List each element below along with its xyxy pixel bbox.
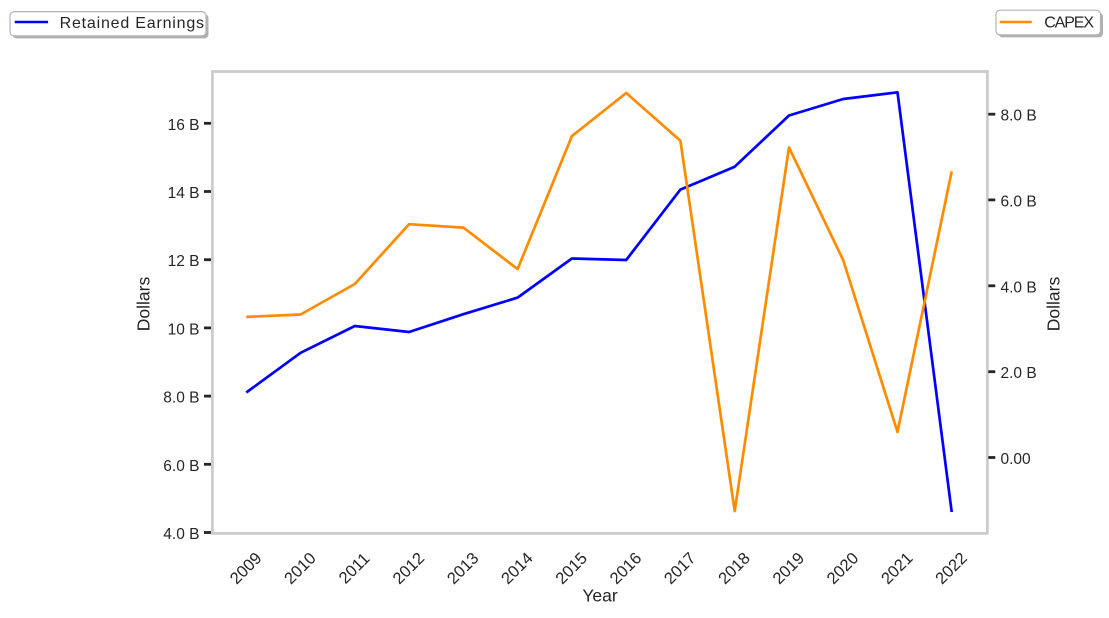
- svg-text:4.0 B: 4.0 B: [1001, 279, 1037, 296]
- svg-text:14 B: 14 B: [168, 185, 200, 202]
- svg-text:2009: 2009: [227, 549, 266, 588]
- svg-text:8.0 B: 8.0 B: [1001, 108, 1037, 125]
- svg-text:2.0 B: 2.0 B: [1001, 365, 1037, 382]
- svg-text:2017: 2017: [661, 549, 700, 588]
- svg-text:6.0 B: 6.0 B: [1001, 193, 1037, 210]
- svg-text:CAPEX: CAPEX: [1044, 14, 1094, 31]
- svg-text:8.0 B: 8.0 B: [163, 390, 199, 407]
- svg-text:2021: 2021: [878, 549, 917, 588]
- svg-text:2013: 2013: [444, 549, 483, 588]
- svg-text:2020: 2020: [824, 549, 863, 588]
- svg-text:Year: Year: [582, 586, 618, 606]
- svg-text:2012: 2012: [390, 549, 429, 588]
- svg-text:2018: 2018: [715, 549, 754, 588]
- svg-text:16 B: 16 B: [168, 117, 200, 134]
- svg-text:6.0 B: 6.0 B: [163, 458, 199, 475]
- svg-text:2010: 2010: [281, 549, 320, 588]
- svg-text:10 B: 10 B: [168, 321, 200, 338]
- svg-text:Retained Earnings: Retained Earnings: [60, 15, 205, 32]
- svg-text:2015: 2015: [552, 549, 591, 588]
- svg-text:12 B: 12 B: [168, 253, 200, 270]
- svg-text:2016: 2016: [607, 549, 646, 588]
- svg-text:2022: 2022: [932, 549, 971, 588]
- svg-text:2011: 2011: [336, 550, 374, 588]
- svg-text:2014: 2014: [498, 549, 537, 588]
- svg-text:0.00: 0.00: [1001, 451, 1032, 468]
- svg-text:2019: 2019: [769, 549, 808, 588]
- svg-text:4.0 B: 4.0 B: [163, 526, 199, 543]
- svg-text:Dollars: Dollars: [1044, 277, 1064, 332]
- svg-text:Dollars: Dollars: [134, 277, 154, 332]
